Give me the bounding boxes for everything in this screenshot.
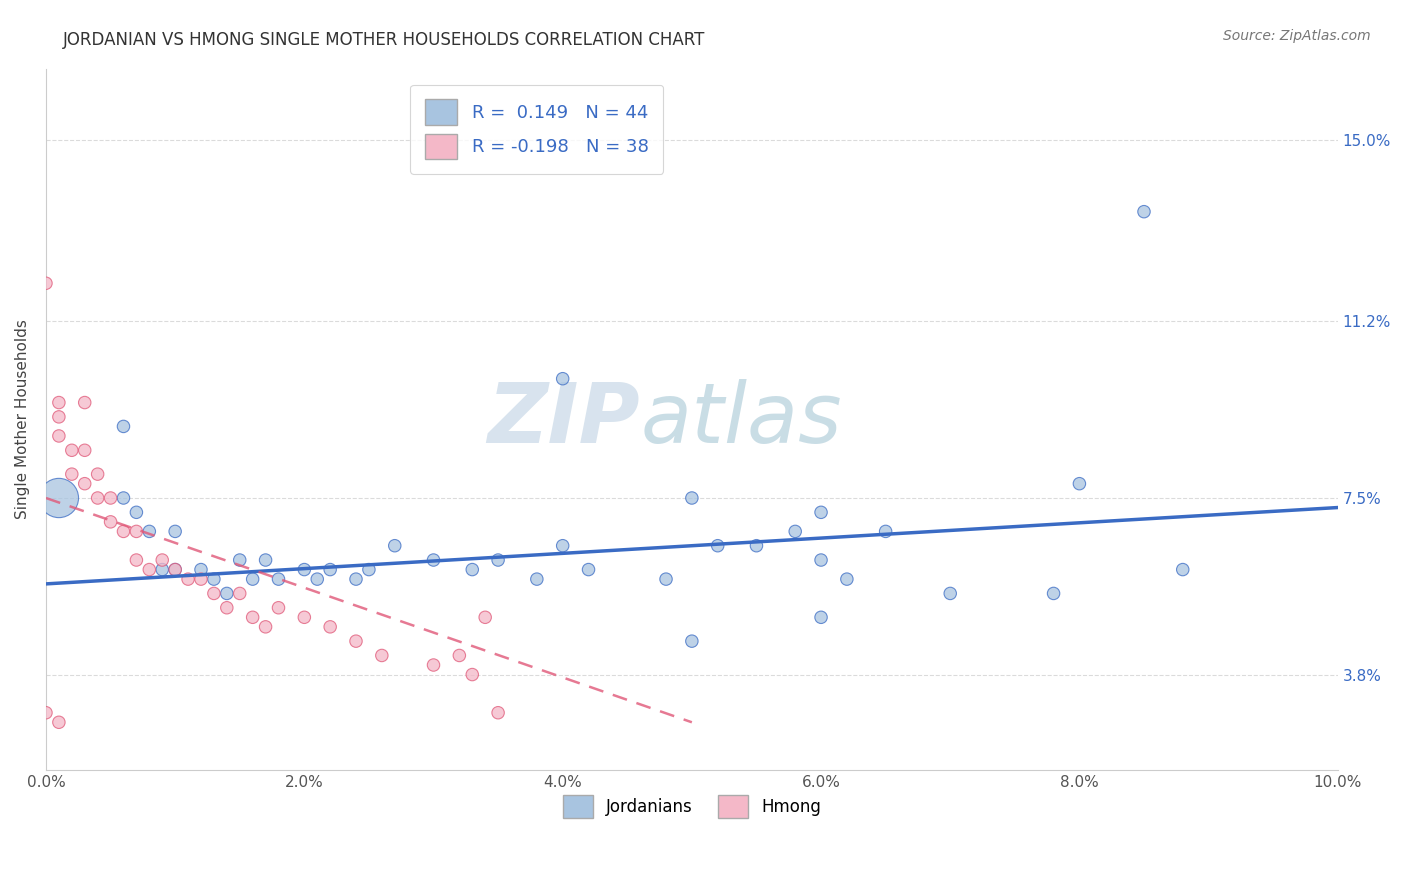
Point bbox=[371, 648, 394, 663]
Point bbox=[48, 715, 70, 730]
Point bbox=[86, 491, 108, 505]
Point bbox=[835, 572, 858, 586]
Point bbox=[655, 572, 678, 586]
Point bbox=[138, 563, 160, 577]
Point bbox=[810, 610, 832, 624]
Point bbox=[60, 467, 83, 482]
Point bbox=[35, 706, 58, 720]
Point bbox=[486, 553, 509, 567]
Point bbox=[48, 395, 70, 409]
Point bbox=[242, 572, 264, 586]
Point bbox=[112, 491, 135, 505]
Point bbox=[1042, 586, 1064, 600]
Point bbox=[190, 572, 212, 586]
Point bbox=[60, 443, 83, 458]
Point bbox=[785, 524, 807, 539]
Point bbox=[112, 419, 135, 434]
Point bbox=[307, 572, 329, 586]
Point bbox=[292, 610, 315, 624]
Point bbox=[35, 277, 58, 291]
Point bbox=[344, 634, 367, 648]
Point bbox=[48, 429, 70, 443]
Point bbox=[745, 539, 768, 553]
Point bbox=[422, 658, 444, 673]
Point bbox=[474, 610, 496, 624]
Point bbox=[138, 524, 160, 539]
Point bbox=[1133, 204, 1156, 219]
Text: ZIP: ZIP bbox=[488, 379, 640, 459]
Point bbox=[461, 563, 484, 577]
Point bbox=[422, 553, 444, 567]
Point bbox=[384, 539, 406, 553]
Y-axis label: Single Mother Households: Single Mother Households bbox=[15, 319, 30, 519]
Point bbox=[73, 395, 96, 409]
Point bbox=[875, 524, 897, 539]
Point bbox=[202, 572, 225, 586]
Point bbox=[551, 372, 574, 386]
Point bbox=[681, 634, 703, 648]
Point bbox=[551, 539, 574, 553]
Point bbox=[112, 524, 135, 539]
Point bbox=[165, 524, 187, 539]
Point bbox=[215, 600, 238, 615]
Point bbox=[706, 539, 728, 553]
Point bbox=[165, 563, 187, 577]
Point bbox=[125, 524, 148, 539]
Point bbox=[292, 563, 315, 577]
Point bbox=[229, 553, 252, 567]
Point bbox=[100, 491, 122, 505]
Point bbox=[526, 572, 548, 586]
Point bbox=[229, 586, 252, 600]
Point bbox=[319, 563, 342, 577]
Point bbox=[190, 563, 212, 577]
Point bbox=[125, 505, 148, 519]
Point bbox=[486, 706, 509, 720]
Point bbox=[86, 467, 108, 482]
Point bbox=[357, 563, 380, 577]
Point bbox=[254, 553, 277, 567]
Point bbox=[681, 491, 703, 505]
Text: JORDANIAN VS HMONG SINGLE MOTHER HOUSEHOLDS CORRELATION CHART: JORDANIAN VS HMONG SINGLE MOTHER HOUSEHO… bbox=[63, 31, 706, 49]
Point bbox=[449, 648, 471, 663]
Point bbox=[177, 572, 200, 586]
Point bbox=[810, 505, 832, 519]
Point bbox=[48, 409, 70, 424]
Point bbox=[242, 610, 264, 624]
Point bbox=[100, 515, 122, 529]
Point bbox=[267, 572, 290, 586]
Point bbox=[810, 553, 832, 567]
Point bbox=[254, 620, 277, 634]
Point bbox=[73, 443, 96, 458]
Text: atlas: atlas bbox=[640, 379, 842, 459]
Point bbox=[344, 572, 367, 586]
Point bbox=[215, 586, 238, 600]
Point bbox=[1171, 563, 1194, 577]
Point bbox=[319, 620, 342, 634]
Legend: Jordanians, Hmong: Jordanians, Hmong bbox=[555, 788, 828, 825]
Point bbox=[125, 553, 148, 567]
Point bbox=[939, 586, 962, 600]
Point bbox=[202, 586, 225, 600]
Point bbox=[150, 553, 173, 567]
Point bbox=[461, 667, 484, 681]
Point bbox=[150, 563, 173, 577]
Text: Source: ZipAtlas.com: Source: ZipAtlas.com bbox=[1223, 29, 1371, 43]
Point bbox=[165, 563, 187, 577]
Point bbox=[1069, 476, 1091, 491]
Point bbox=[578, 563, 600, 577]
Point bbox=[73, 476, 96, 491]
Point bbox=[267, 600, 290, 615]
Point bbox=[48, 491, 70, 505]
